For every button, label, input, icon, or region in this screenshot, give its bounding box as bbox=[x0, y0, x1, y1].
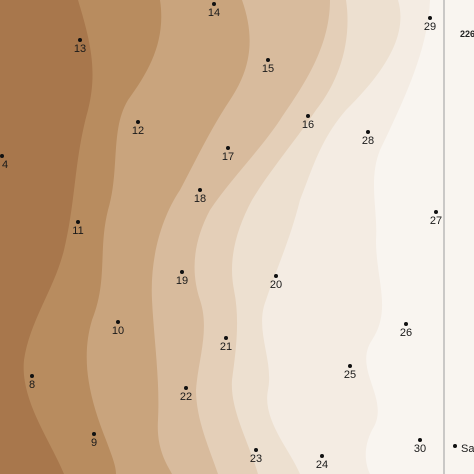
sample-point-26: 26 bbox=[400, 322, 412, 339]
sample-point-15: 15 bbox=[262, 58, 274, 75]
sample-point-marker bbox=[212, 2, 216, 6]
sample-point-label: 16 bbox=[302, 119, 314, 131]
sample-point-marker bbox=[320, 454, 324, 458]
sample-point-marker bbox=[404, 322, 408, 326]
sample-point-label: 14 bbox=[208, 7, 220, 19]
sample-point-marker bbox=[116, 320, 120, 324]
sample-point-label: 19 bbox=[176, 275, 188, 287]
sample-point-marker bbox=[366, 130, 370, 134]
sample-point-20: 20 bbox=[270, 274, 282, 291]
sample-point-27: 27 bbox=[430, 210, 442, 227]
sample-point-label: 8 bbox=[29, 379, 35, 391]
sample-point-marker bbox=[78, 38, 82, 42]
legend: Sa bbox=[453, 443, 474, 455]
sample-point-label: 27 bbox=[430, 215, 442, 227]
sample-points: 8 9 10 11 12 13 14 15 16 17 18 19 20 21 22 23 24 25 26 27 28… bbox=[0, 2, 442, 471]
sample-point-label: 18 bbox=[194, 193, 206, 205]
sample-point-label: 9 bbox=[91, 437, 97, 449]
sample-point-10: 10 bbox=[112, 320, 124, 337]
sample-point-12: 12 bbox=[132, 120, 144, 137]
side-label: 226 bbox=[460, 29, 474, 39]
sample-point-label: 26 bbox=[400, 327, 412, 339]
sample-point-marker bbox=[254, 448, 258, 452]
contour-band-8 bbox=[365, 0, 474, 474]
sample-point-marker bbox=[266, 58, 270, 62]
sample-point-label: 20 bbox=[270, 279, 282, 291]
sample-point-marker bbox=[30, 374, 34, 378]
sample-point-marker bbox=[198, 188, 202, 192]
sample-point-22: 22 bbox=[180, 386, 192, 403]
sample-point-23: 23 bbox=[250, 448, 262, 465]
sample-point-label: 22 bbox=[180, 391, 192, 403]
sample-point-25: 25 bbox=[344, 364, 356, 381]
sample-point-19: 19 bbox=[176, 270, 188, 287]
sample-point-marker bbox=[76, 220, 80, 224]
sample-point-label: 10 bbox=[112, 325, 124, 337]
sample-point-marker bbox=[180, 270, 184, 274]
sample-point-marker bbox=[226, 146, 230, 150]
sample-point-13: 13 bbox=[74, 38, 86, 55]
sample-point-24: 24 bbox=[316, 454, 328, 471]
sample-point-marker bbox=[0, 154, 4, 158]
sample-point-marker bbox=[184, 386, 188, 390]
sample-point-label: 11 bbox=[72, 225, 83, 237]
sample-point-marker bbox=[428, 16, 432, 20]
sample-point-14: 14 bbox=[208, 2, 220, 19]
sample-point-4: 4 bbox=[0, 154, 8, 171]
sample-point-marker bbox=[348, 364, 352, 368]
sample-point-marker bbox=[274, 274, 278, 278]
sample-point-18: 18 bbox=[194, 188, 206, 205]
sample-point-28: 28 bbox=[362, 130, 374, 147]
sample-point-label: 24 bbox=[316, 459, 328, 471]
sample-point-16: 16 bbox=[302, 114, 314, 131]
sample-point-marker bbox=[224, 336, 228, 340]
sample-point-label: 29 bbox=[424, 21, 436, 33]
sample-point-21: 21 bbox=[220, 336, 232, 353]
sample-point-label: 25 bbox=[344, 369, 356, 381]
sample-point-marker bbox=[418, 438, 422, 442]
sample-point-marker bbox=[306, 114, 310, 118]
sample-point-9: 9 bbox=[91, 432, 97, 449]
sample-point-29: 29 bbox=[424, 16, 436, 33]
sample-point-marker bbox=[136, 120, 140, 124]
sample-point-marker bbox=[92, 432, 96, 436]
sample-point-label: 23 bbox=[250, 453, 262, 465]
sample-point-30: 30 bbox=[414, 438, 426, 455]
sample-point-11: 11 bbox=[72, 220, 84, 237]
legend-label: Sa bbox=[461, 443, 474, 455]
sample-point-label: 4 bbox=[2, 159, 8, 171]
sample-point-marker bbox=[434, 210, 438, 214]
legend-marker bbox=[453, 444, 457, 448]
sample-point-label: 21 bbox=[220, 341, 232, 353]
sample-point-label: 15 bbox=[262, 63, 274, 75]
sample-point-label: 28 bbox=[362, 135, 374, 147]
sample-point-17: 17 bbox=[222, 146, 234, 163]
sample-point-label: 13 bbox=[74, 43, 86, 55]
sample-point-label: 12 bbox=[132, 125, 144, 137]
sample-point-label: 17 bbox=[222, 151, 234, 163]
sample-point-8: 8 bbox=[29, 374, 35, 391]
sample-point-label: 30 bbox=[414, 443, 426, 455]
